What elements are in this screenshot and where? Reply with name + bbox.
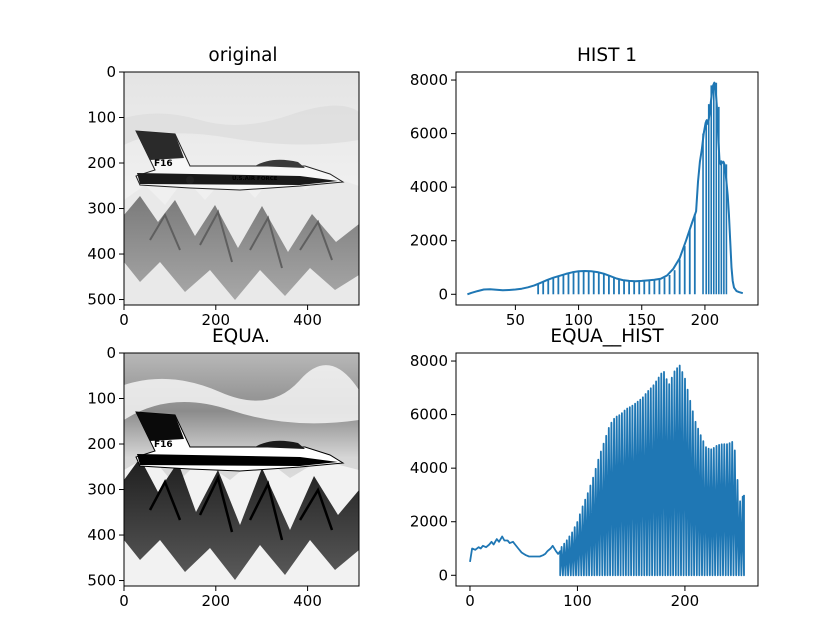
x-tick-label: 100 [563, 592, 592, 610]
tail-marking: F16 [154, 440, 173, 450]
x-tick-label: 150 [627, 311, 656, 329]
x-tick-label: 200 [671, 592, 700, 610]
y-tick-label: 0 [438, 285, 448, 303]
y-tick-label: 300 [87, 481, 116, 499]
y-tick-label: 2000 [410, 513, 448, 531]
photo-original: F16 U.S.AIR FORCE [124, 72, 359, 305]
hist1-series-line [467, 81, 744, 296]
panel-title: HIST 1 [577, 45, 637, 66]
panel-equalized: EQUA. F16 U.S.AIR FORCE 0 200 400 0 100 200 30… [87, 326, 360, 610]
y-tick-label: 500 [87, 572, 116, 590]
equa-hist-series-line [469, 364, 745, 577]
y-tick-label: 2000 [410, 232, 448, 250]
y-tick-label: 400 [87, 245, 116, 263]
fuselage-marking: U.S.AIR FORCE [232, 457, 278, 463]
x-tick-label: 0 [119, 592, 129, 610]
x-tick-label: 50 [506, 311, 525, 329]
y-tick-label: 100 [87, 390, 116, 408]
y-tick-label: 100 [87, 109, 116, 127]
tail-marking: F16 [154, 159, 173, 169]
y-tick-label: 400 [87, 526, 116, 544]
panel-title: EQUA. [212, 326, 270, 347]
x-tick-label: 200 [201, 592, 230, 610]
x-tick-label: 100 [564, 311, 593, 329]
x-tick-label: 400 [293, 311, 322, 329]
panel-title: original [208, 45, 277, 66]
y-tick-label: 0 [106, 344, 116, 362]
y-tick-label: 300 [87, 200, 116, 218]
y-tick-label: 4000 [410, 459, 448, 477]
y-tick-label: 4000 [410, 178, 448, 196]
y-tick-label: 0 [106, 63, 116, 81]
x-tick-label: 400 [293, 592, 322, 610]
y-tick-label: 200 [87, 435, 116, 453]
y-tick-label: 200 [87, 154, 116, 172]
x-tick-label: 200 [691, 311, 720, 329]
fuselage-marking: U.S.AIR FORCE [232, 176, 278, 182]
x-tick-label: 0 [119, 311, 129, 329]
jet-original: F16 U.S.AIR FORCE [135, 130, 345, 191]
y-tick-label: 500 [87, 291, 116, 309]
x-tick-label: 200 [201, 311, 230, 329]
jet-equalized: F16 U.S.AIR FORCE [135, 411, 345, 472]
y-tick-label: 8000 [410, 71, 448, 89]
panel-title: EQUA__HIST [550, 326, 664, 347]
y-tick-label: 0 [438, 566, 448, 584]
y-tick-label: 6000 [410, 406, 448, 424]
panel-original: original F16 U.S.AIR FORCE 0 200 400 0 100 20… [87, 45, 360, 329]
y-tick-label: 8000 [410, 352, 448, 370]
photo-equalized: F16 U.S.AIR FORCE [124, 353, 359, 586]
x-tick-label: 0 [465, 592, 475, 610]
y-tick-label: 6000 [410, 125, 448, 143]
